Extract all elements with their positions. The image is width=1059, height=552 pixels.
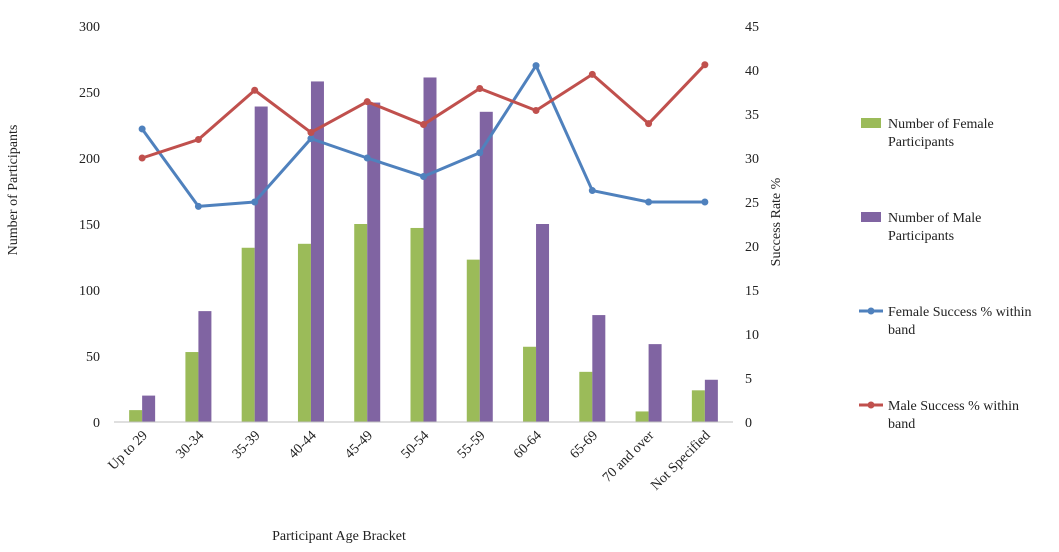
male-success-point	[476, 84, 484, 92]
y2-tick-label: 5	[745, 372, 752, 387]
x-tick-label: 45-49	[342, 428, 376, 462]
female-success-point	[307, 135, 315, 143]
y-tick-label: 0	[93, 416, 100, 431]
female-participants-bar	[523, 346, 537, 422]
female-participants-bar	[354, 224, 368, 422]
y2-tick-label: 15	[745, 284, 759, 299]
male-participants-bar	[254, 106, 268, 423]
female-participants-bar	[410, 227, 424, 422]
male-success-point	[532, 106, 540, 114]
female-participants-bar	[635, 411, 649, 422]
y2-tick-label: 45	[745, 20, 759, 35]
legend-marker-female-success	[867, 307, 875, 315]
y2-axis-ticks: 0 5 10 15 20 25 30 35 40 45	[745, 20, 759, 431]
female-success-point	[476, 149, 484, 157]
y2-tick-label: 0	[745, 416, 752, 431]
male-participants-bar	[142, 395, 156, 422]
female-participants-bar	[466, 259, 480, 422]
y-tick-label: 50	[86, 350, 100, 365]
x-tick-label: 60-64	[511, 428, 545, 462]
female-success-point	[645, 198, 653, 206]
female-success-point	[588, 187, 596, 195]
male-success-point	[194, 136, 202, 144]
bars-layer	[129, 77, 718, 423]
y2-tick-label: 20	[745, 240, 759, 255]
x-tick-label: 30-34	[174, 428, 208, 462]
lines-layer	[138, 61, 709, 210]
x-tick-label: 50-54	[399, 428, 433, 462]
male-success-point	[588, 70, 596, 78]
y2-tick-label: 10	[745, 328, 759, 343]
legend-label-male-success: Male Success % within band	[888, 399, 1019, 432]
male-participants-bar	[198, 311, 212, 422]
x-tick-label: 35-39	[230, 428, 264, 462]
legend: Number of Female Participants Number of Ma…	[859, 117, 1031, 432]
x-tick-label: Up to 29	[106, 428, 151, 473]
male-participants-bar	[536, 224, 550, 422]
male-success-point	[701, 61, 709, 69]
female-success-point	[138, 125, 146, 133]
y2-tick-label: 35	[745, 108, 759, 123]
female-participants-bar	[241, 247, 255, 422]
female-participants-bar	[691, 390, 705, 422]
y-axis-ticks: 0 50 100 150 200 250 300	[79, 20, 100, 431]
y2-tick-label: 40	[745, 64, 759, 79]
male-participants-bar	[310, 81, 324, 422]
y-tick-label: 200	[79, 152, 100, 167]
female-success-point	[363, 154, 371, 162]
male-success-point	[363, 98, 371, 106]
female-participants-bar	[129, 410, 143, 422]
legend-label-female-participants: Number of Female Participants	[888, 117, 994, 150]
y2-tick-label: 25	[745, 196, 759, 211]
female-success-point	[420, 172, 427, 180]
x-tick-label: 65-69	[567, 428, 601, 462]
legend-marker-male-success	[867, 401, 875, 409]
x-tick-label: Not Specified	[648, 428, 713, 493]
female-success-point	[532, 62, 540, 70]
male-success-point	[138, 154, 146, 162]
female-success-point	[194, 202, 202, 210]
y-axis-label: Number of Participants	[6, 125, 21, 256]
male-success-point	[307, 128, 315, 136]
female-success-point	[251, 198, 259, 206]
female-success-point	[701, 198, 709, 206]
y-tick-label: 300	[79, 20, 100, 35]
y2-axis-label: Success Rate %	[769, 177, 784, 266]
y-tick-label: 250	[79, 86, 100, 101]
x-tick-label: 55-59	[455, 428, 489, 462]
female-participants-bar	[579, 371, 593, 422]
x-axis-label: Participant Age Bracket	[272, 529, 406, 544]
legend-label-male-participants: Number of Male Participants	[888, 211, 981, 244]
female-participants-bar	[185, 352, 199, 422]
male-participants-bar	[367, 102, 381, 422]
male-participants-bar	[648, 344, 662, 422]
male-success-point	[251, 86, 259, 94]
legend-swatch-male-participants	[861, 212, 881, 222]
legend-swatch-female-participants	[861, 118, 881, 128]
x-tick-label: 40-44	[286, 428, 320, 462]
y2-tick-label: 30	[745, 152, 759, 167]
y-tick-label: 150	[79, 218, 100, 233]
x-tick-label: 70 and over	[600, 428, 658, 486]
female-participants-bar	[297, 243, 311, 422]
male-participants-bar	[423, 77, 437, 422]
male-participants-bar	[479, 111, 493, 423]
x-axis-ticks: Up to 29 30-34 35-39 40-44 45-49 50-54 55-59 60…	[106, 428, 714, 494]
male-participants-bar	[592, 315, 606, 422]
male-success-point	[420, 121, 427, 129]
legend-label-female-success: Female Success % within band	[888, 305, 1031, 338]
male-participants-bar	[704, 379, 718, 422]
y-tick-label: 100	[79, 284, 100, 299]
male-success-point	[645, 120, 653, 128]
